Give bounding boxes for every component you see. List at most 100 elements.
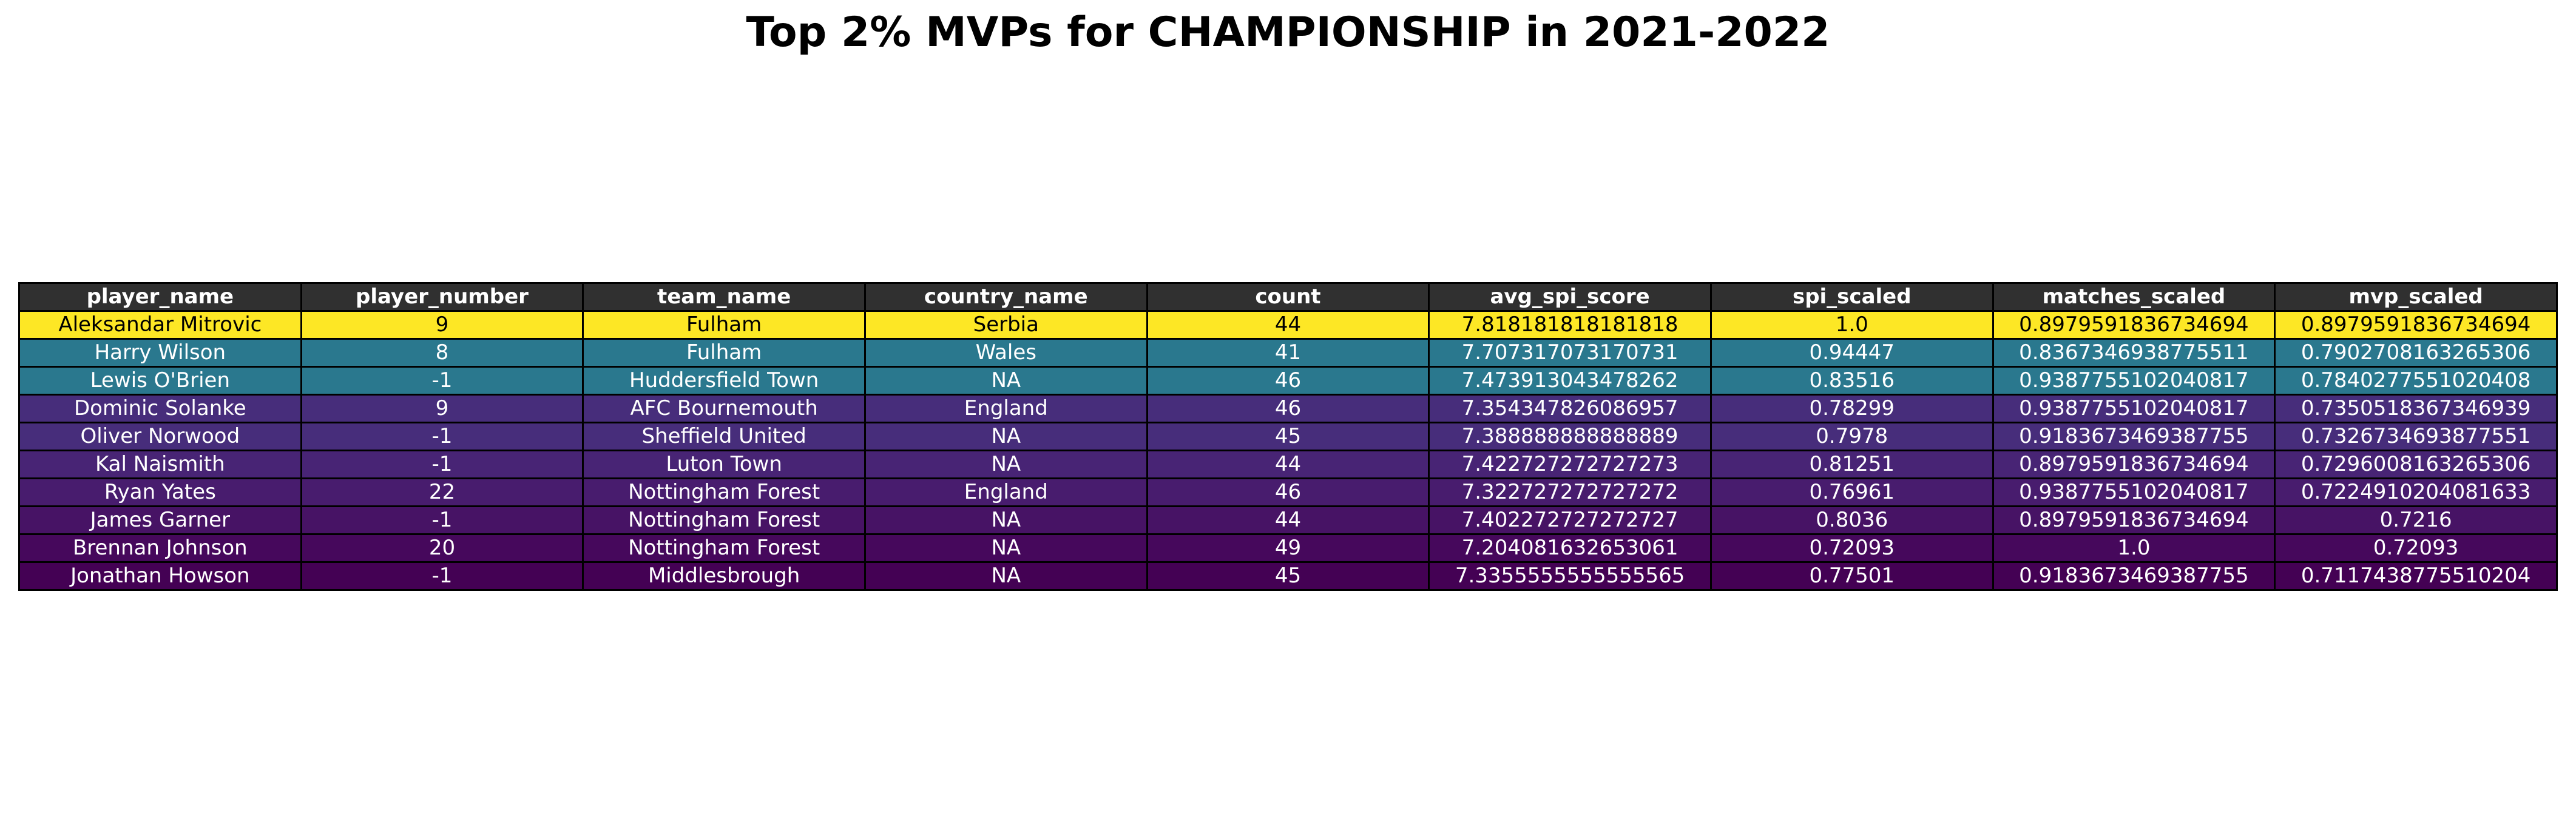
cell-count: 46 xyxy=(1146,394,1430,423)
cell-count: 44 xyxy=(1146,450,1430,479)
cell-matches-scaled: 0.9387755102040817 xyxy=(1992,366,2276,396)
cell-team-name: Middlesbrough xyxy=(582,561,866,591)
cell-player-name: Jonathan Howson xyxy=(18,561,302,591)
cell-team-name: Sheffield United xyxy=(582,422,866,451)
cell-avg-spi-score: 7.354347826086957 xyxy=(1428,394,1712,423)
cell-matches-scaled: 0.8367346938775511 xyxy=(1992,338,2276,368)
cell-player-number: 22 xyxy=(300,477,584,507)
cell-country-name: Wales xyxy=(864,338,1148,368)
chart-title: Top 2% MVPs for CHAMPIONSHIP in 2021-202… xyxy=(746,8,1830,56)
column-header-avg-spi-score: avg_spi_score xyxy=(1428,282,1712,312)
cell-avg-spi-score: 7.818181818181818 xyxy=(1428,310,1712,340)
cell-team-name: Nottingham Forest xyxy=(582,477,866,507)
cell-team-name: Nottingham Forest xyxy=(582,533,866,563)
cell-spi-scaled: 0.94447 xyxy=(1709,338,1994,368)
column-header-mvp-scaled: mvp_scaled xyxy=(2274,282,2558,312)
table-row: James Garner -1 Nottingham Forest NA 44 7.402… xyxy=(18,505,2558,535)
cell-avg-spi-score: 7.402272727272727 xyxy=(1428,505,1712,535)
cell-player-number: 20 xyxy=(300,533,584,563)
cell-count: 44 xyxy=(1146,310,1430,340)
cell-spi-scaled: 0.81251 xyxy=(1709,450,1994,479)
cell-player-number: -1 xyxy=(300,450,584,479)
cell-count: 49 xyxy=(1146,533,1430,563)
table-row: Aleksandar Mitrovic 9 Fulham Serbia 44 7.8181… xyxy=(18,310,2558,340)
cell-mvp-scaled: 0.7117438775510204 xyxy=(2274,561,2558,591)
cell-mvp-scaled: 0.7902708163265306 xyxy=(2274,338,2558,368)
column-header-spi-scaled: spi_scaled xyxy=(1709,282,1994,312)
cell-player-name: Lewis O'Brien xyxy=(18,366,302,396)
cell-matches-scaled: 0.9387755102040817 xyxy=(1992,477,2276,507)
cell-player-name: Kal Naismith xyxy=(18,450,302,479)
cell-player-number: 8 xyxy=(300,338,584,368)
cell-mvp-scaled: 0.72093 xyxy=(2274,533,2558,563)
cell-team-name: Luton Town xyxy=(582,450,866,479)
cell-country-name: NA xyxy=(864,505,1148,535)
mvp-table: player_name player_number team_name country… xyxy=(18,282,2558,591)
cell-spi-scaled: 0.72093 xyxy=(1709,533,1994,563)
cell-spi-scaled: 0.76961 xyxy=(1709,477,1994,507)
cell-player-number: 9 xyxy=(300,310,584,340)
table-row: Brennan Johnson 20 Nottingham Forest NA 49 7.… xyxy=(18,533,2558,563)
cell-mvp-scaled: 0.7224910204081633 xyxy=(2274,477,2558,507)
cell-matches-scaled: 0.8979591836734694 xyxy=(1992,310,2276,340)
column-header-player-name: player_name xyxy=(18,282,302,312)
cell-country-name: NA xyxy=(864,450,1148,479)
column-header-count: count xyxy=(1146,282,1430,312)
cell-mvp-scaled: 0.7840277551020408 xyxy=(2274,366,2558,396)
column-header-country-name: country_name xyxy=(864,282,1148,312)
cell-player-number: -1 xyxy=(300,366,584,396)
cell-player-name: Aleksandar Mitrovic xyxy=(18,310,302,340)
table-row: Dominic Solanke 9 AFC Bournemouth England 46… xyxy=(18,394,2558,423)
cell-team-name: Nottingham Forest xyxy=(582,505,866,535)
column-header-matches-scaled: matches_scaled xyxy=(1992,282,2276,312)
cell-avg-spi-score: 7.707317073170731 xyxy=(1428,338,1712,368)
cell-player-number: -1 xyxy=(300,505,584,535)
cell-avg-spi-score: 7.422727272727273 xyxy=(1428,450,1712,479)
cell-count: 46 xyxy=(1146,366,1430,396)
cell-player-number: -1 xyxy=(300,561,584,591)
cell-avg-spi-score: 7.322727272727272 xyxy=(1428,477,1712,507)
cell-matches-scaled: 1.0 xyxy=(1992,533,2276,563)
cell-avg-spi-score: 7.204081632653061 xyxy=(1428,533,1712,563)
table-body: Aleksandar Mitrovic 9 Fulham Serbia 44 7.8181… xyxy=(18,310,2558,591)
cell-count: 45 xyxy=(1146,422,1430,451)
table-row: Ryan Yates 22 Nottingham Forest England 46 7.… xyxy=(18,477,2558,507)
cell-spi-scaled: 0.8036 xyxy=(1709,505,1994,535)
cell-player-name: Ryan Yates xyxy=(18,477,302,507)
table-row: Jonathan Howson -1 Middlesbrough NA 45 7.3355… xyxy=(18,561,2558,591)
cell-country-name: NA xyxy=(864,422,1148,451)
table-row: Lewis O'Brien -1 Huddersfield Town NA 46 7.47… xyxy=(18,366,2558,396)
cell-matches-scaled: 0.9183673469387755 xyxy=(1992,422,2276,451)
cell-avg-spi-score: 7.3355555555555565 xyxy=(1428,561,1712,591)
cell-spi-scaled: 0.78299 xyxy=(1709,394,1994,423)
cell-count: 41 xyxy=(1146,338,1430,368)
cell-matches-scaled: 0.9183673469387755 xyxy=(1992,561,2276,591)
cell-avg-spi-score: 7.388888888888889 xyxy=(1428,422,1712,451)
cell-player-name: Oliver Norwood xyxy=(18,422,302,451)
cell-spi-scaled: 1.0 xyxy=(1709,310,1994,340)
cell-player-name: Dominic Solanke xyxy=(18,394,302,423)
cell-player-name: James Garner xyxy=(18,505,302,535)
cell-country-name: NA xyxy=(864,561,1148,591)
cell-avg-spi-score: 7.473913043478262 xyxy=(1428,366,1712,396)
cell-team-name: AFC Bournemouth xyxy=(582,394,866,423)
cell-spi-scaled: 0.83516 xyxy=(1709,366,1994,396)
column-header-team-name: team_name xyxy=(582,282,866,312)
cell-country-name: NA xyxy=(864,366,1148,396)
cell-spi-scaled: 0.77501 xyxy=(1709,561,1994,591)
cell-matches-scaled: 0.9387755102040817 xyxy=(1992,394,2276,423)
cell-mvp-scaled: 0.7326734693877551 xyxy=(2274,422,2558,451)
table-row: Oliver Norwood -1 Sheffield United NA 45 7.38… xyxy=(18,422,2558,451)
cell-team-name: Huddersfield Town xyxy=(582,366,866,396)
table-header-row: player_name player_number team_name country… xyxy=(18,282,2558,312)
column-header-player-number: player_number xyxy=(300,282,584,312)
cell-mvp-scaled: 0.7350518367346939 xyxy=(2274,394,2558,423)
cell-mvp-scaled: 0.7296008163265306 xyxy=(2274,450,2558,479)
cell-mvp-scaled: 0.8979591836734694 xyxy=(2274,310,2558,340)
cell-mvp-scaled: 0.7216 xyxy=(2274,505,2558,535)
cell-country-name: England xyxy=(864,477,1148,507)
cell-matches-scaled: 0.8979591836734694 xyxy=(1992,505,2276,535)
cell-spi-scaled: 0.7978 xyxy=(1709,422,1994,451)
cell-team-name: Fulham xyxy=(582,338,866,368)
table-row: Harry Wilson 8 Fulham Wales 41 7.707317073170… xyxy=(18,338,2558,368)
